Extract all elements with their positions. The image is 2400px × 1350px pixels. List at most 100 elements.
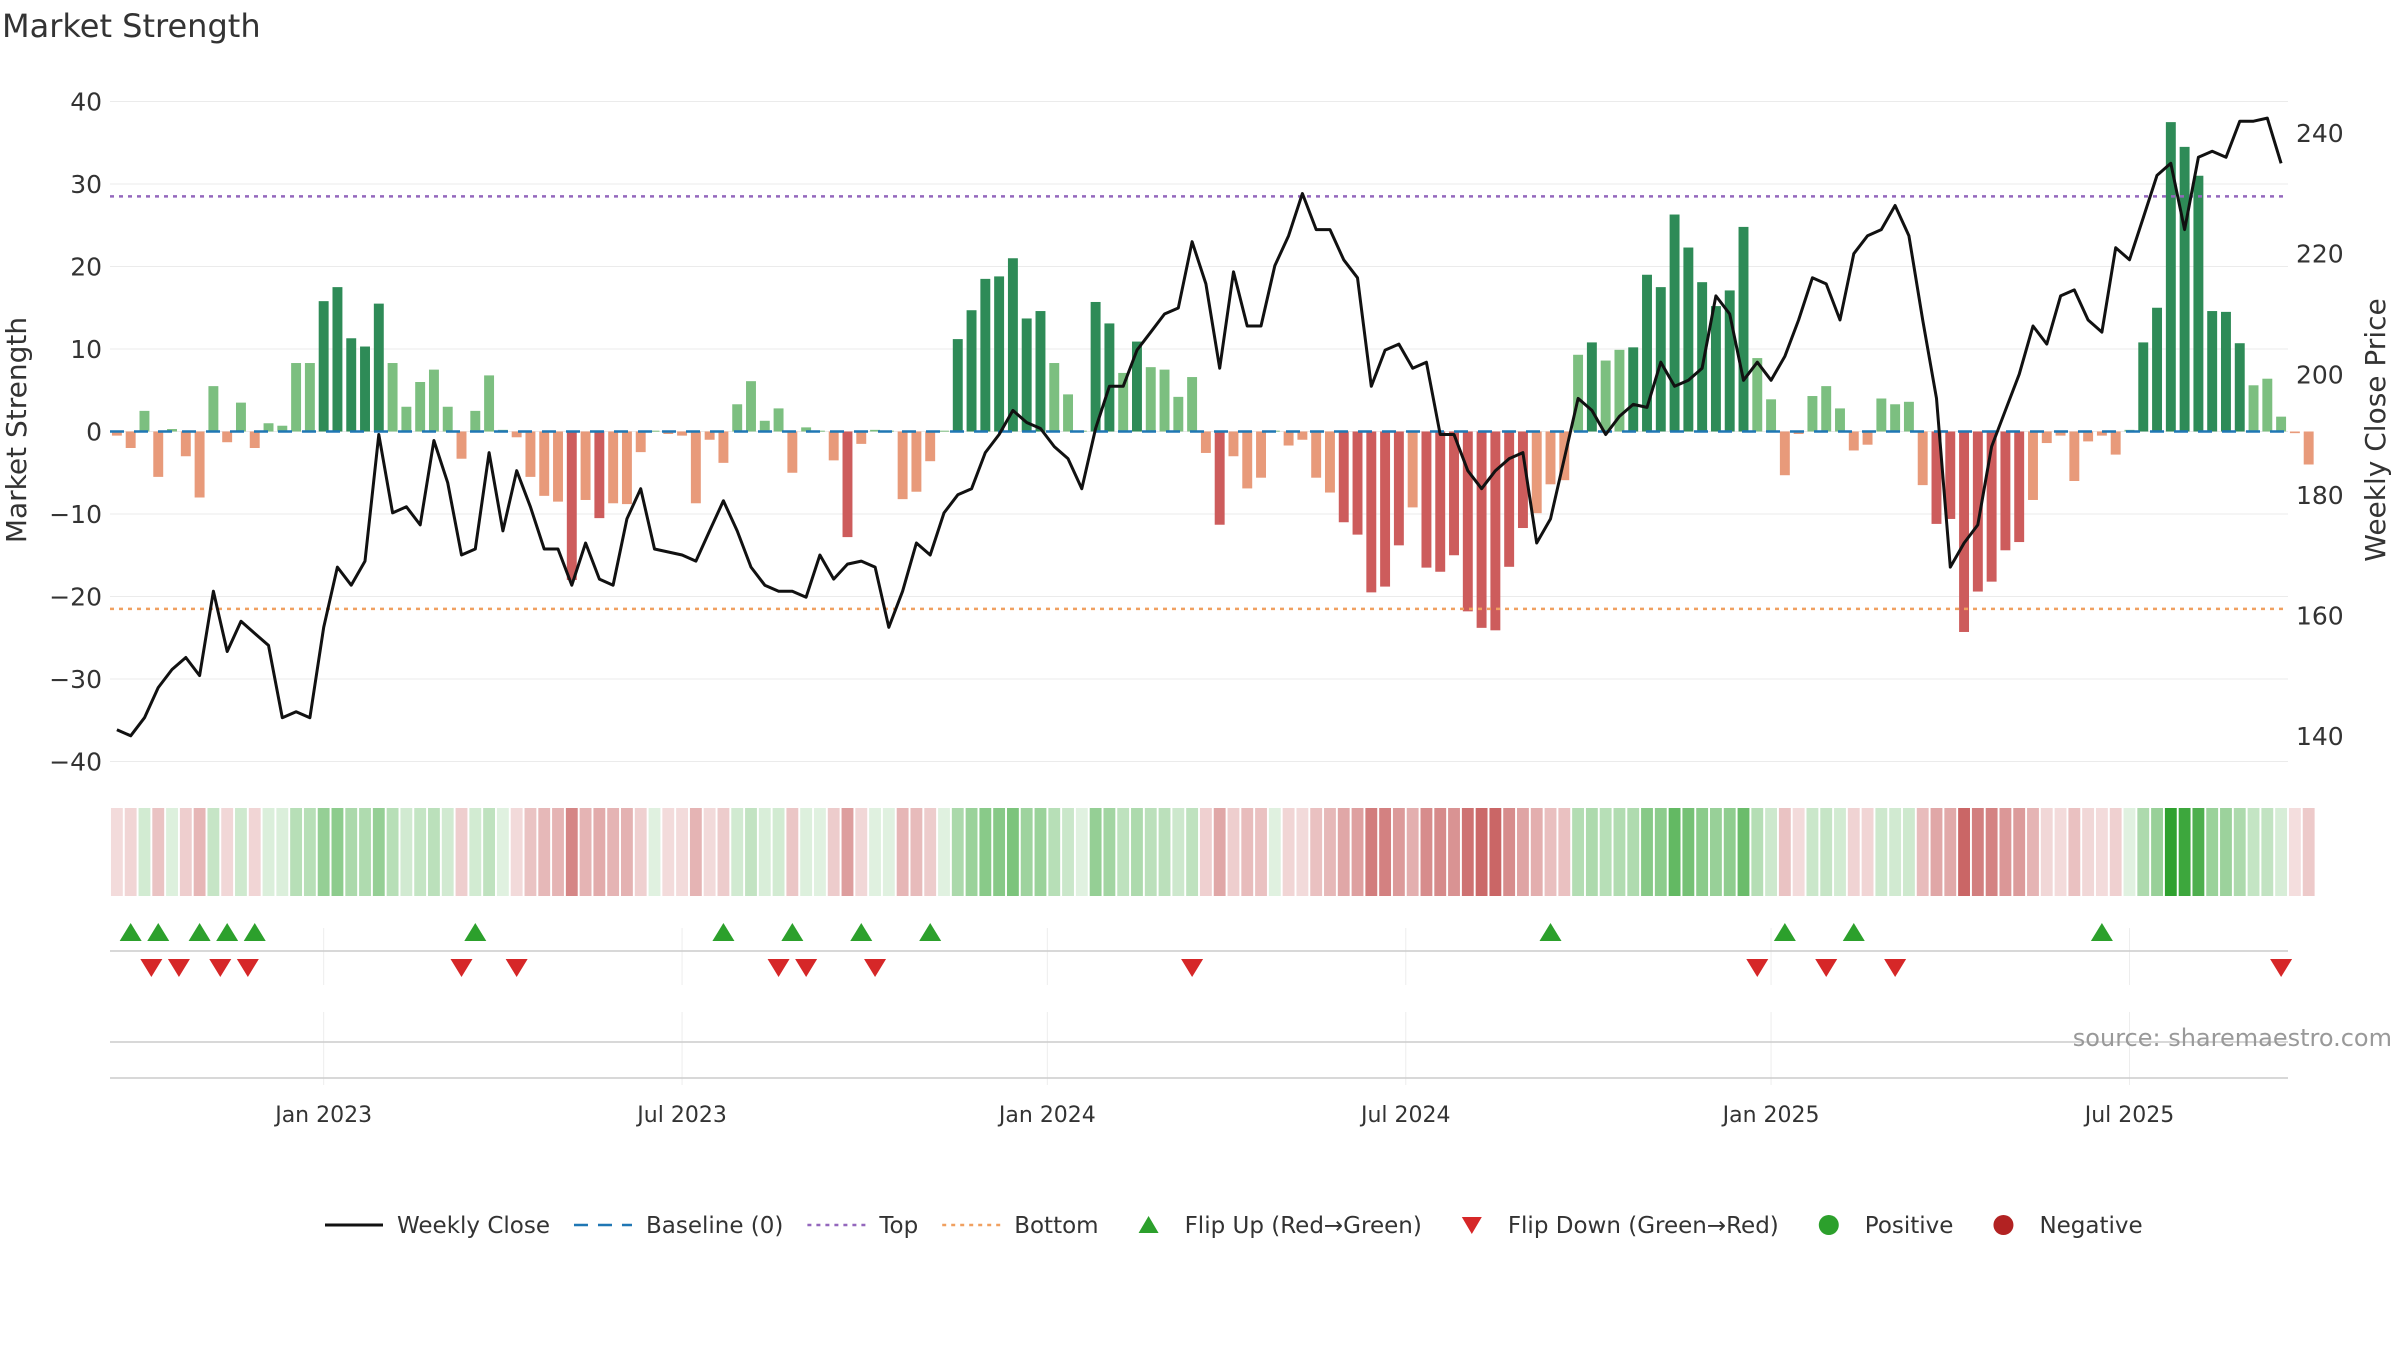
flip-up-marker <box>119 923 142 941</box>
flip-up-marker <box>1773 923 1796 941</box>
y-tick-label: −30 <box>49 665 102 694</box>
heat-cell <box>2068 808 2081 896</box>
heat-cell <box>221 808 234 896</box>
strength-bar <box>911 431 922 492</box>
legend: Weekly Close Baseline (0) Top Bottom Flip Up… <box>325 1213 2143 1239</box>
strength-bar <box>759 420 770 432</box>
heat-cell <box>1902 808 1915 896</box>
heat-cell <box>1958 808 1970 896</box>
y-tick-label: −40 <box>49 748 102 777</box>
flip-down-marker <box>1884 959 1907 977</box>
strength-bar <box>677 431 688 436</box>
strength-bar <box>511 431 522 438</box>
strength-bar <box>222 431 233 443</box>
strength-bar <box>966 310 977 432</box>
heat-cell <box>1420 808 1433 896</box>
strength-bar <box>1490 431 1501 631</box>
heat-cell <box>621 808 633 896</box>
heat-cell <box>717 808 730 896</box>
flip-up-marker <box>243 923 266 941</box>
heat-cell <box>2206 808 2219 896</box>
strength-bar <box>2083 431 2094 442</box>
strength-bar <box>1476 431 1487 628</box>
strength-bar <box>167 429 177 432</box>
strength-bar <box>1862 431 1873 445</box>
heat-cell <box>800 808 813 896</box>
strength-bar <box>939 430 949 432</box>
legend-label: Bottom <box>1014 1213 1098 1239</box>
strength-bar <box>649 430 660 432</box>
heat-cell <box>938 808 950 896</box>
legend-label: Flip Down (Green→Red) <box>1508 1213 1779 1239</box>
heat-cell <box>1062 808 1074 896</box>
strength-bar <box>746 381 756 432</box>
heat-cell <box>110 808 123 896</box>
strength-bar <box>1959 431 1970 632</box>
legend-label: Positive <box>1865 1213 1954 1239</box>
weekly-close-line-group <box>116 116 2283 738</box>
heat-cell <box>1461 808 1474 896</box>
strength-bar <box>304 363 315 432</box>
strength-bar <box>608 431 619 504</box>
strength-bar <box>1517 431 1528 529</box>
strength-bar <box>1766 399 1777 432</box>
heat-cell <box>1379 808 1392 896</box>
strength-bar <box>994 276 1005 432</box>
heat-cell <box>869 808 881 896</box>
heat-cell <box>1765 808 1777 896</box>
heat-cell <box>2109 808 2122 896</box>
heat-cell <box>441 808 454 896</box>
heat-cell <box>2247 808 2260 896</box>
heat-cell <box>1296 808 1309 896</box>
heat-cell <box>469 808 482 896</box>
heat-cell <box>593 808 606 896</box>
strength-bar <box>2193 175 2204 432</box>
heat-cell <box>1337 808 1350 896</box>
heat-cell <box>1944 808 1957 896</box>
strength-bar <box>1738 226 1749 432</box>
strength-bar <box>1848 431 1859 451</box>
heat-cell <box>483 808 496 896</box>
strength-bar <box>387 363 398 432</box>
heat-cell <box>414 808 427 896</box>
strength-bar <box>2289 431 2300 434</box>
strength-bar <box>1669 214 1680 432</box>
heat-cell <box>855 808 868 896</box>
heat-cell <box>1668 808 1681 896</box>
strength-bar <box>1104 323 1115 432</box>
y-tick-label: 20 <box>70 253 102 282</box>
legend-swatch-flip-down <box>1461 1217 1482 1234</box>
heat-cell <box>2027 808 2039 896</box>
strength-bar <box>2138 342 2149 432</box>
flip-down-marker <box>167 959 190 977</box>
strength-bar <box>1393 431 1404 546</box>
heat-cell <box>1324 808 1336 896</box>
heat-cell <box>372 808 385 896</box>
legend-label: Flip Up (Red→Green) <box>1185 1213 1422 1239</box>
heat-cell <box>359 808 371 896</box>
strength-bar <box>1917 431 1928 486</box>
flip-up-marker <box>1539 923 1562 941</box>
heat-cell <box>2095 808 2108 896</box>
heat-cell <box>1916 808 1929 896</box>
strength-bar <box>2055 431 2066 436</box>
strength-bar <box>1724 290 1735 432</box>
heat-cell <box>1585 808 1598 896</box>
strength-bar <box>1504 431 1515 567</box>
strength-bar <box>125 431 136 448</box>
strength-bar <box>2069 431 2080 481</box>
heat-cell <box>1834 808 1846 896</box>
heat-cell <box>1282 808 1295 896</box>
heat-cell <box>331 808 344 896</box>
flip-up-marker <box>781 923 804 941</box>
strength-bar <box>442 406 453 432</box>
heat-cell <box>1103 808 1116 896</box>
source-credit: source: sharemaestro.com <box>2073 1024 2392 1052</box>
heat-cell <box>538 808 551 896</box>
heat-cell <box>979 808 992 896</box>
strength-bar <box>1531 431 1542 514</box>
strength-bar <box>1049 363 1060 432</box>
heat-cell <box>1985 808 1998 896</box>
strength-bar <box>1090 301 1101 432</box>
strength-bar <box>525 431 536 477</box>
